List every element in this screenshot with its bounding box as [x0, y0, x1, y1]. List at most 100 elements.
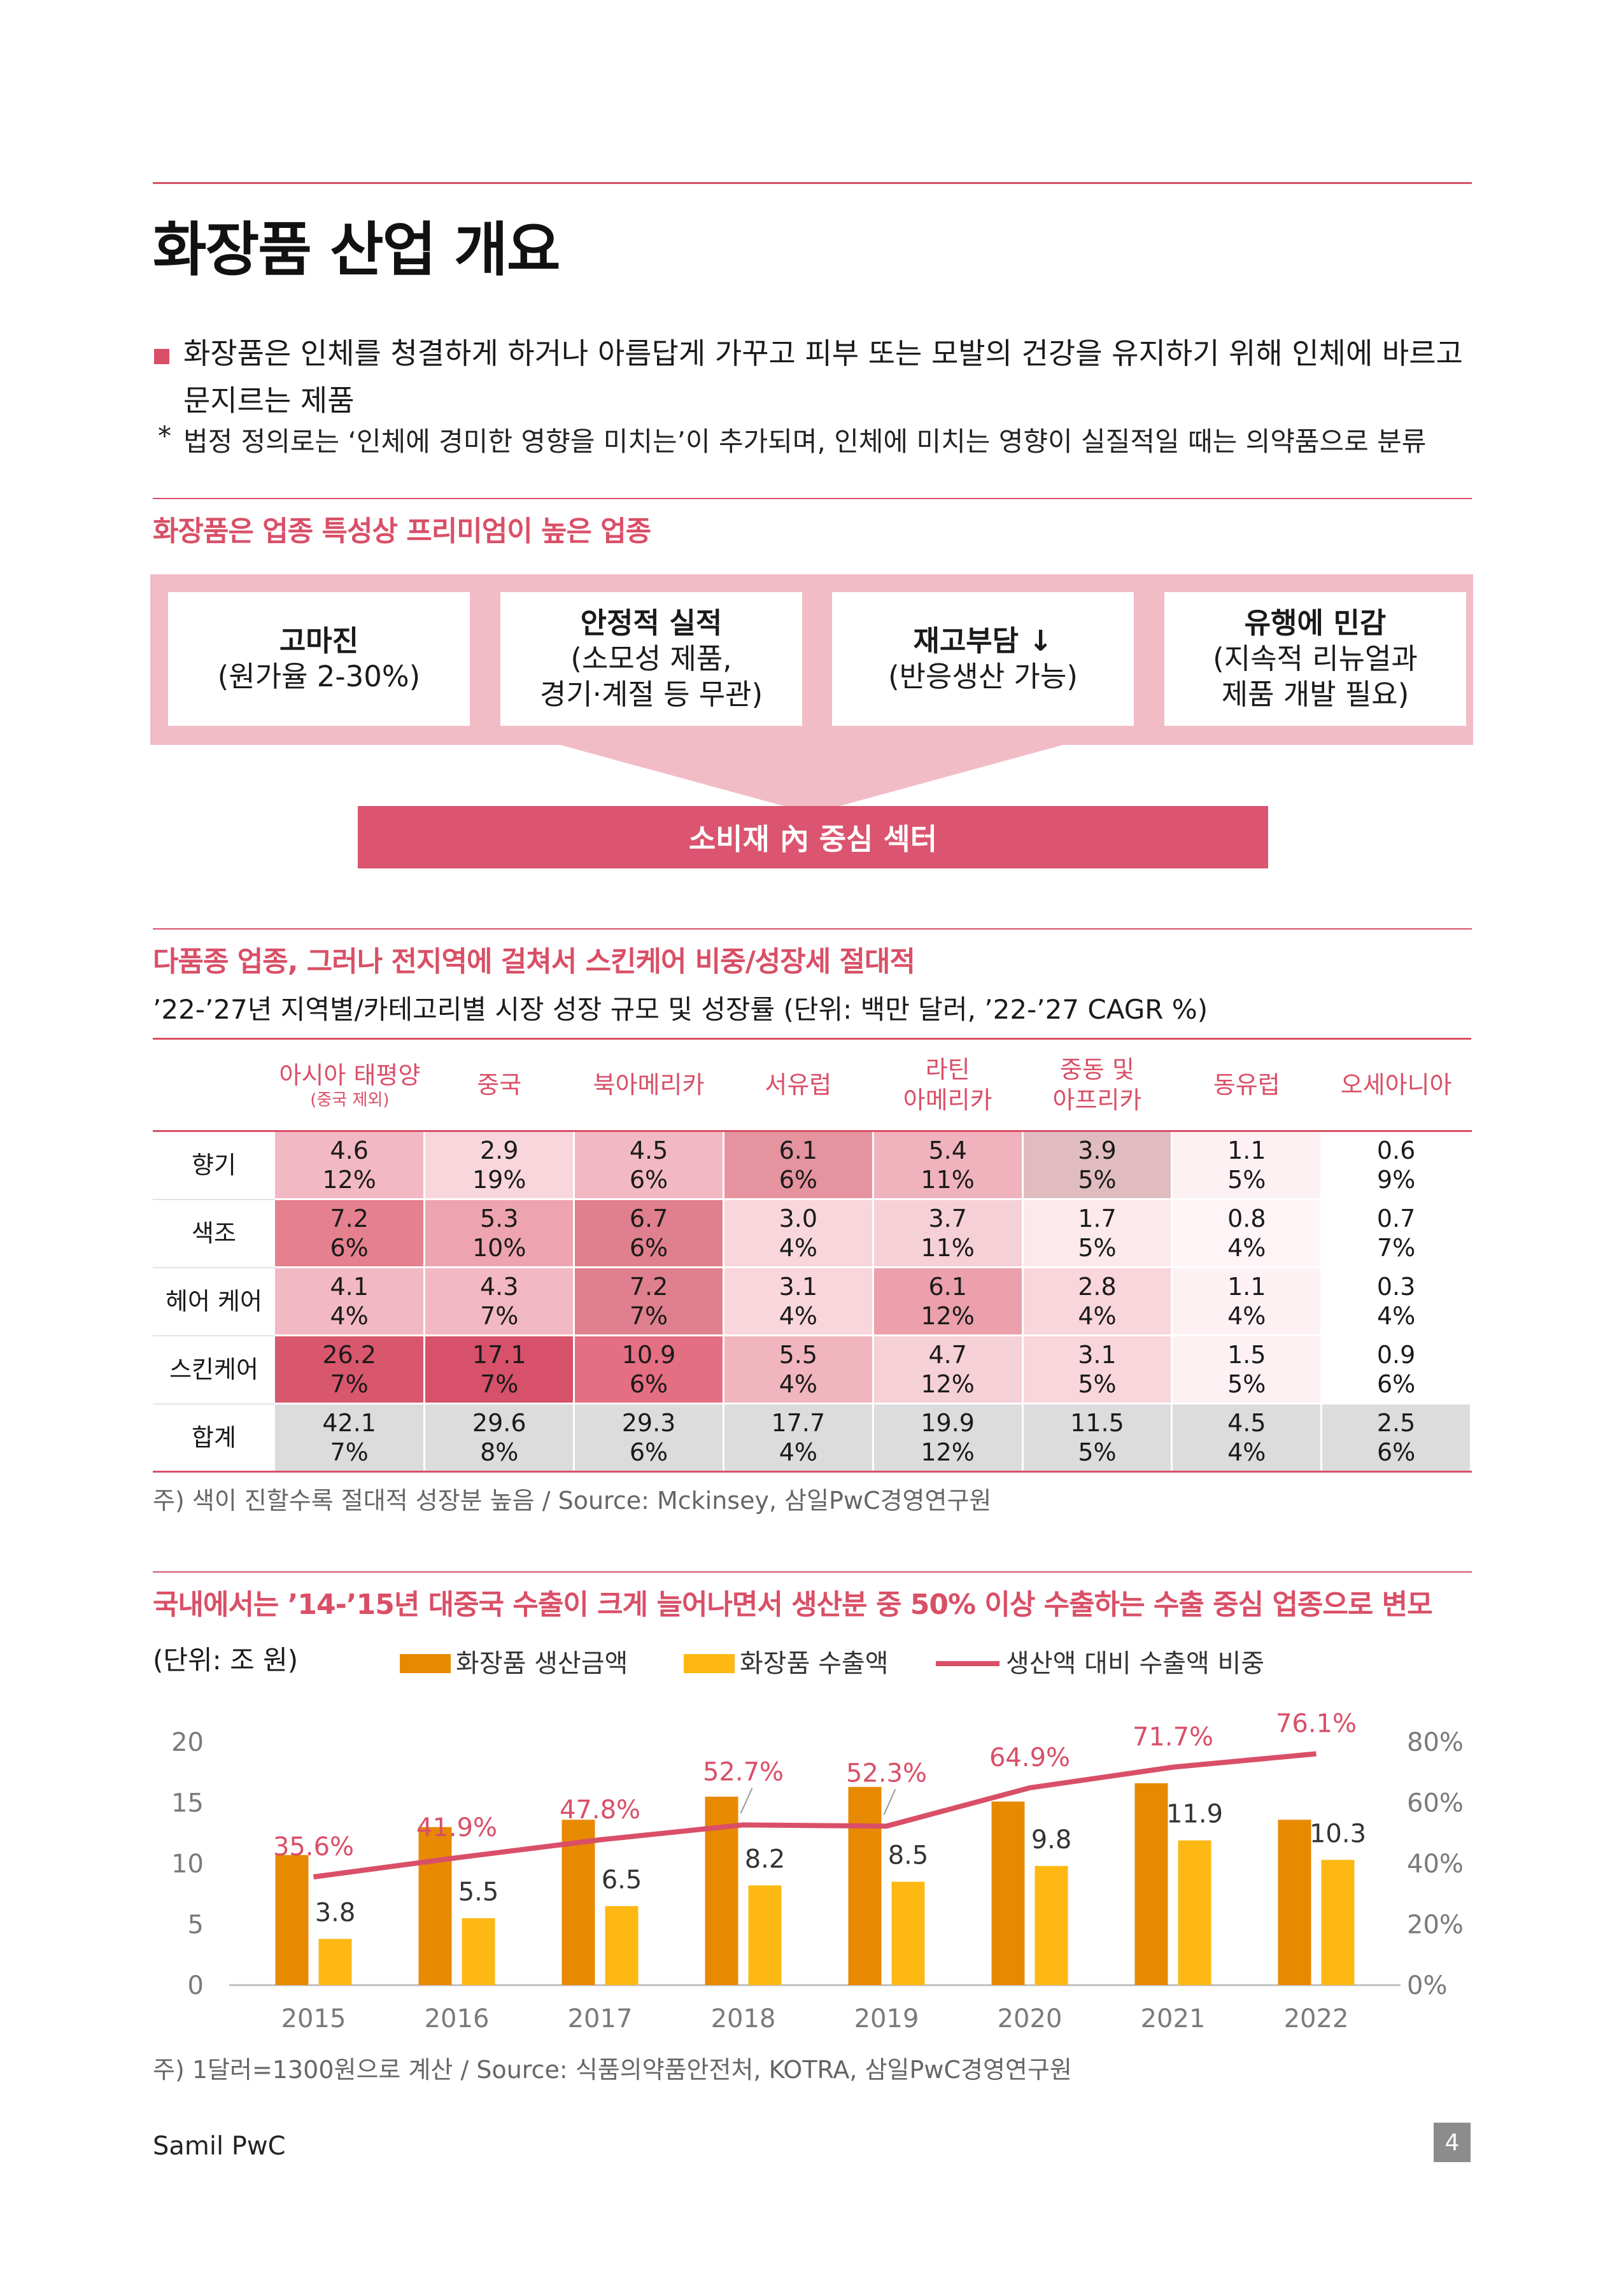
cell-growth-value: 5.3 [480, 1205, 519, 1233]
bar-export [891, 1881, 925, 1985]
x-tick-label: 2015 [281, 2004, 346, 2034]
cell-cagr: 6% [1376, 1438, 1416, 1466]
cell-cagr: 12% [921, 1370, 975, 1398]
col-western-europe: 서유럽 [723, 1038, 873, 1132]
cell-cagr: 12% [921, 1302, 975, 1330]
legend-label: 화장품 수출액 [740, 1649, 889, 1678]
ratio-value-label: 64.9% [989, 1743, 1070, 1772]
footer-brand: Samil PwC [153, 2132, 286, 2161]
table-cell: 6.7 6% [574, 1199, 724, 1268]
cell-growth-value: 2.8 [1078, 1273, 1117, 1301]
feature-desc: (원가율 2-30%) [217, 660, 421, 693]
cell-growth-value: 42.1 [322, 1409, 376, 1437]
cell-growth-value: 29.6 [472, 1409, 526, 1437]
cell-growth-value: 6.1 [779, 1136, 818, 1164]
bar-export [1178, 1840, 1211, 1985]
row-header: 향기 [153, 1131, 275, 1200]
table-cell: 29.3 6% [574, 1403, 724, 1473]
table-cell: 0.7 7% [1321, 1199, 1472, 1268]
ratio-value-label: 52.7% [703, 1757, 784, 1786]
table-cell: 1.1 4% [1171, 1267, 1323, 1336]
export-value-label: 10.3 [1310, 1819, 1366, 1848]
table-cell: 3.1 5% [1022, 1335, 1173, 1404]
col-north-america: 북아메리카 [574, 1038, 724, 1132]
cell-growth-value: 3.7 [928, 1205, 967, 1233]
cell-growth-value: 6.7 [629, 1205, 668, 1233]
bar-production [561, 1820, 595, 1985]
cell-growth-value: 4.6 [330, 1136, 369, 1164]
cell-growth-value: 1.1 [1227, 1273, 1266, 1301]
y-right-tick: 80% [1407, 1728, 1464, 1757]
cell-growth-value: 11.5 [1070, 1409, 1124, 1437]
export-value-label: 3.8 [315, 1898, 356, 1927]
table-cell: 17.1 7% [424, 1335, 575, 1404]
cell-cagr: 4% [1227, 1234, 1266, 1262]
table-row: 향기 4.6 12% 2.9 19% 4.5 6% 6.1 6% 5.4 11% 3.9 5% 1.1 5%… [153, 1131, 1472, 1200]
table-cell: 1.5 5% [1171, 1335, 1323, 1404]
col-eastern-europe: 동유럽 [1171, 1038, 1322, 1132]
bar-production [1278, 1820, 1311, 1985]
cell-cagr: 7% [629, 1302, 668, 1330]
cell-cagr: 4% [779, 1302, 817, 1330]
cell-cagr: 11% [921, 1234, 975, 1262]
page-number: 4 [1434, 2123, 1471, 2162]
bar-production [991, 1801, 1025, 1985]
section1-title: 화장품은 업종 특성상 프리미엄이 높은 업종 [153, 515, 651, 548]
feature-desc: (지속적 리뉴얼과 제품 개발 필요) [1213, 642, 1418, 711]
cell-cagr: 4% [1227, 1302, 1266, 1330]
ratio-value-label: 41.9% [416, 1813, 497, 1843]
feature-title: 재고부담 ↓ [913, 624, 1053, 658]
cell-cagr: 8% [480, 1438, 519, 1466]
cell-growth-value: 2.9 [480, 1136, 519, 1164]
cell-cagr: 12% [322, 1166, 376, 1194]
table-cell: 5.4 11% [873, 1131, 1024, 1200]
cell-growth-value: 1.7 [1078, 1205, 1117, 1233]
y-left-tick: 0 [188, 1971, 204, 2000]
label-leader-line [883, 1788, 896, 1815]
cell-cagr: 6% [629, 1166, 668, 1194]
ratio-value-label: 71.7% [1133, 1723, 1213, 1752]
bar-export [748, 1885, 782, 1985]
cell-cagr: 4% [330, 1302, 369, 1330]
table-cell: 2.8 4% [1022, 1267, 1173, 1336]
export-value-label: 5.5 [458, 1878, 499, 1907]
feature-box-trend: 유행에 민감 (지속적 리뉴얼과 제품 개발 필요) [1164, 592, 1466, 726]
bar-export [1321, 1860, 1355, 1985]
funnel-arrow-icon [560, 745, 1063, 814]
cell-cagr: 6% [629, 1370, 668, 1398]
bar-export [318, 1939, 352, 1985]
page-title: 화장품 산업 개요 [153, 216, 561, 284]
cell-cagr: 19% [472, 1166, 526, 1194]
cell-growth-value: 3.1 [1078, 1341, 1117, 1369]
ratio-line [313, 1751, 1317, 1879]
cell-growth-value: 0.8 [1227, 1205, 1266, 1233]
bullet-square-icon [154, 349, 169, 364]
cell-growth-value: 3.9 [1078, 1136, 1117, 1164]
x-tick-label: 2018 [711, 2004, 776, 2034]
col-latin-america: 라틴 아메리카 [873, 1038, 1023, 1132]
chart-labels: 3.8 5.5 6.5 8.2 8.5 9.8 11.9 10.3 35.6% 41.9% 47.8… [273, 1709, 1366, 1928]
table-cell: 3.0 4% [723, 1199, 874, 1268]
table-cell: 0.6 9% [1321, 1131, 1472, 1200]
col-oceania: 오세아니아 [1321, 1038, 1471, 1132]
cell-cagr: 6% [779, 1166, 817, 1194]
export-value-label: 8.2 [745, 1844, 786, 1874]
export-value-label: 8.5 [888, 1841, 929, 1871]
cell-cagr: 7% [480, 1370, 519, 1398]
table-cell: 26.2 7% [275, 1335, 426, 1404]
feature-box-inventory: 재고부담 ↓ (반응생산 가능) [832, 592, 1134, 726]
table-cell: 6.1 12% [873, 1267, 1024, 1336]
x-tick-label: 2017 [568, 2004, 633, 2034]
cell-cagr: 7% [480, 1302, 519, 1330]
table-cell: 4.5 6% [574, 1131, 724, 1200]
table-cell: 29.6 8% [424, 1403, 575, 1473]
cell-growth-value: 26.2 [322, 1341, 376, 1369]
cell-growth-value: 10.9 [621, 1341, 676, 1369]
y-right-tick: 20% [1407, 1911, 1464, 1940]
table-row: 스킨케어 26.2 7% 17.1 7% 10.9 6% 5.5 4% 4.7 12% 3.1 5% 1.… [153, 1335, 1472, 1404]
cell-growth-value: 29.3 [621, 1409, 676, 1437]
chart-axes: 0 5 10 15 20 0% 20% 40% 60% 80% 2015 2016 2017 2018 20… [171, 1728, 1464, 2034]
table-cell: 5.5 4% [723, 1335, 874, 1404]
table-row: 헤어 케어 4.1 4% 4.3 7% 7.2 7% 3.1 4% 6.1 12% 2.8 4% 1.1 4… [153, 1267, 1472, 1336]
y-right-tick: 40% [1407, 1850, 1464, 1879]
